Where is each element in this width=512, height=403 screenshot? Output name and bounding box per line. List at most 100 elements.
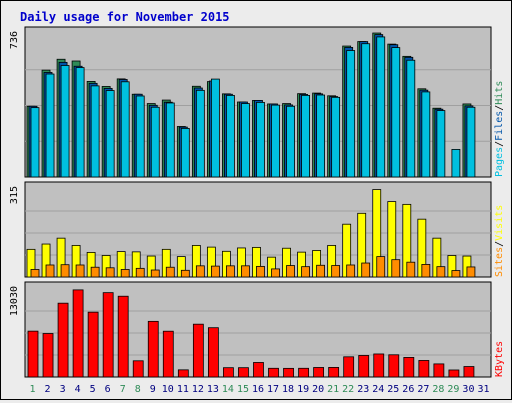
bar-pages xyxy=(316,94,326,178)
legend-entry: / xyxy=(494,241,505,247)
bar-kbytes xyxy=(403,357,415,378)
bar-kbytes xyxy=(132,360,144,378)
bar-sites xyxy=(210,265,220,278)
bar-kbytes xyxy=(207,327,219,378)
legend-kbytes: KBytes xyxy=(494,341,505,377)
bar-sites xyxy=(376,256,386,278)
bar-kbytes xyxy=(343,356,355,378)
bar-sites xyxy=(165,266,175,278)
bar-sites xyxy=(226,265,235,278)
bar-kbytes xyxy=(147,320,159,378)
day-label: 23 xyxy=(357,384,369,395)
bar-kbytes xyxy=(223,367,234,378)
bar-pages xyxy=(391,47,401,178)
y-max-label: 13030 xyxy=(9,286,20,316)
day-label: 3 xyxy=(60,384,66,395)
day-label: 26 xyxy=(402,384,414,395)
day-label: 27 xyxy=(417,384,429,395)
legend-entry: / xyxy=(494,141,505,147)
day-label: 22 xyxy=(342,384,354,395)
bar-sites xyxy=(256,265,265,278)
bar-pages xyxy=(301,94,310,178)
y-max-label: 736 xyxy=(9,31,20,49)
day-label: 14 xyxy=(222,384,234,395)
bar-pages xyxy=(150,106,160,178)
day-label: 31 xyxy=(477,384,489,395)
day-label: 10 xyxy=(162,384,174,395)
bar-pages xyxy=(120,81,130,178)
bar-sites xyxy=(451,270,461,278)
bar-pages xyxy=(451,149,461,178)
bar-kbytes xyxy=(177,369,189,378)
bar-pages xyxy=(165,102,175,178)
legend-entry: Files xyxy=(494,111,505,141)
day-label: 16 xyxy=(252,384,264,395)
bar-sites xyxy=(391,259,401,278)
bar-sites xyxy=(180,269,190,278)
bar-kbytes xyxy=(313,367,325,378)
bar-kbytes xyxy=(87,311,99,378)
day-label: 11 xyxy=(177,384,189,395)
bar-sites xyxy=(331,265,341,278)
bar-kbytes xyxy=(358,355,370,378)
day-label: 2 xyxy=(45,384,51,395)
bar-kbytes xyxy=(298,367,309,378)
bar-sites xyxy=(286,265,295,278)
bar-kbytes xyxy=(117,295,129,378)
bar-sites xyxy=(150,269,160,278)
day-label: 13 xyxy=(207,384,219,395)
bar-kbytes xyxy=(238,367,249,378)
bar-sites xyxy=(105,267,115,278)
bar-pages xyxy=(90,85,100,178)
bar-kbytes xyxy=(448,369,460,378)
legend-entry: Pages xyxy=(494,147,505,177)
bar-pages xyxy=(105,90,115,178)
legend-entry: KBytes xyxy=(494,341,505,377)
legend-entry: Visits xyxy=(494,205,505,241)
bar-pages xyxy=(135,95,145,178)
bar-kbytes xyxy=(192,323,204,378)
legend-visits-sites: Sites/Visits xyxy=(494,205,505,277)
bar-pages xyxy=(331,96,341,178)
day-label: 7 xyxy=(120,384,126,395)
legend-entry: Sites xyxy=(494,247,505,277)
bar-pages xyxy=(226,94,235,178)
day-label: 19 xyxy=(297,384,309,395)
day-label: 9 xyxy=(150,384,156,395)
bar-sites xyxy=(466,266,476,278)
bar-pages xyxy=(406,59,416,178)
bar-sites xyxy=(30,269,40,278)
day-label: 15 xyxy=(237,384,249,395)
day-label: 18 xyxy=(282,384,294,395)
legend-entry: / xyxy=(494,105,505,111)
day-label: 28 xyxy=(432,384,444,395)
bar-kbytes xyxy=(418,360,430,378)
day-label: 29 xyxy=(447,384,459,395)
bar-pages xyxy=(466,106,476,178)
day-label: 1 xyxy=(30,384,36,395)
bar-sites xyxy=(421,264,431,278)
bar-pages xyxy=(210,78,220,178)
legend-entry: Hits xyxy=(494,81,505,105)
bar-pages xyxy=(180,128,190,178)
bar-pages xyxy=(346,50,356,178)
bar-pages xyxy=(60,65,70,178)
bar-sites xyxy=(346,264,356,278)
bar-kbytes xyxy=(328,367,340,378)
bar-sites xyxy=(60,264,70,278)
bar-kbytes xyxy=(57,302,69,378)
day-label: 30 xyxy=(462,384,474,395)
bar-kbytes xyxy=(373,353,385,378)
day-label: 25 xyxy=(387,384,399,395)
bar-pages xyxy=(256,101,265,178)
legend-hits-files-pages: Pages/Files/Hits xyxy=(494,81,505,177)
bar-kbytes xyxy=(27,330,39,378)
bar-pages xyxy=(75,67,85,178)
bar-kbytes xyxy=(388,354,400,378)
y-max-label: 315 xyxy=(9,186,20,204)
bar-pages xyxy=(30,107,40,178)
bar-sites xyxy=(45,264,55,278)
bar-pages xyxy=(195,89,205,178)
